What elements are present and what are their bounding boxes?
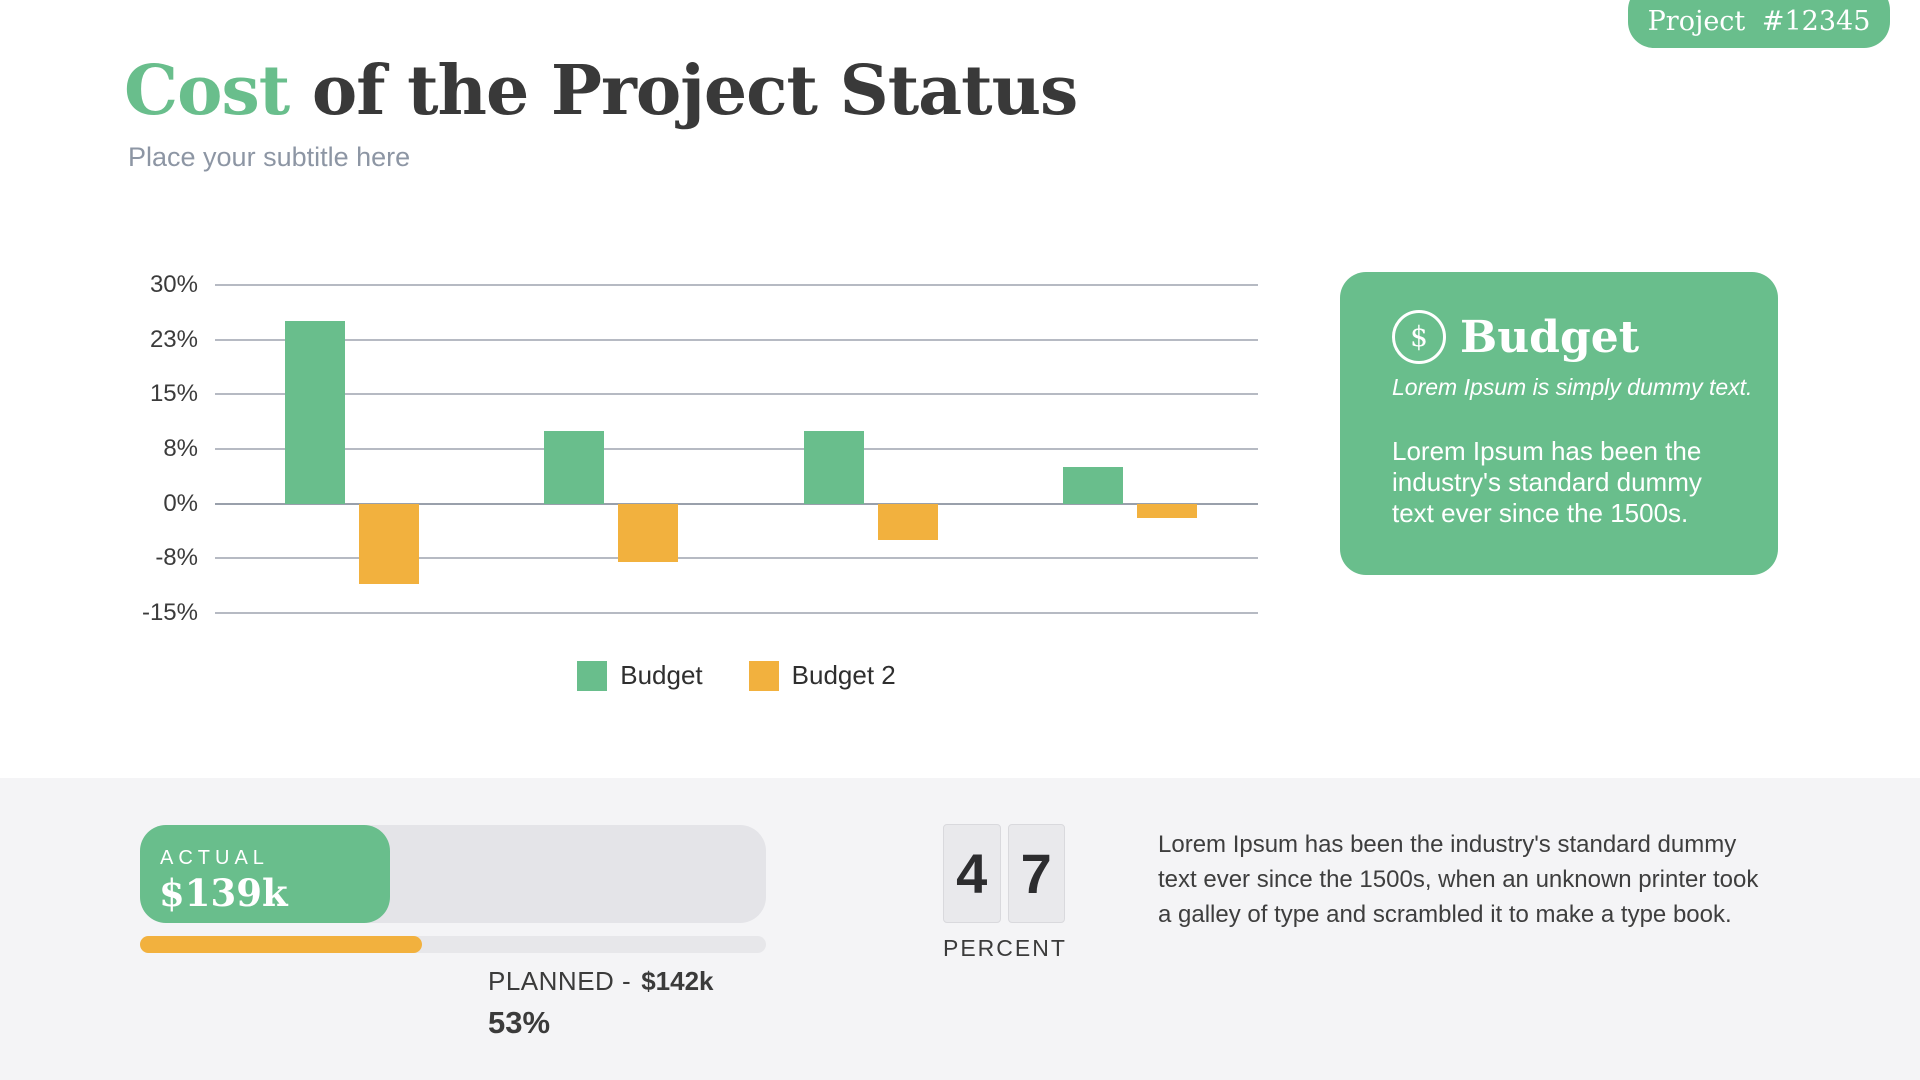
- y-tick-label: 8%: [163, 435, 198, 462]
- footer-paragraph-line: text ever since the 1500s, when an unkno…: [1158, 866, 1759, 893]
- y-tick-label: 23%: [149, 325, 198, 353]
- bar-budget-2-group1: [359, 503, 419, 584]
- footer-paragraph-line: a galley of type and scrambled it to mak…: [1158, 901, 1732, 928]
- project-badge: Project #12345: [1628, 0, 1890, 48]
- gridline: [215, 612, 1258, 614]
- actual-progress-track: ACTUAL $139k: [140, 825, 766, 923]
- planned-percent: 53%: [488, 1005, 551, 1040]
- gridline: [215, 502, 1258, 505]
- page-title: Cost of the Project Status: [124, 51, 1078, 131]
- planned-value: $142k: [641, 966, 714, 996]
- planned-label: PLANNED -: [488, 966, 632, 996]
- planned-block: PLANNED - $142k 53%: [488, 966, 714, 1041]
- planned-progress-fill: [140, 936, 422, 953]
- footer-paragraph-line: Lorem Ipsum has been the industry's stan…: [1158, 831, 1737, 858]
- budget-card: $ Budget Lorem Ipsum is simply dummy tex…: [1340, 272, 1778, 575]
- bar-budget-group1: [285, 321, 345, 504]
- bar-budget-2-group4: [1136, 503, 1197, 519]
- y-tick-label: 0%: [163, 489, 198, 517]
- budget-card-body-line: industry's standard dummy: [1392, 467, 1702, 497]
- y-tick-label: -15%: [141, 599, 198, 626]
- page-title-highlight: Cost: [124, 51, 290, 131]
- budget-card-body-line: text ever since the 1500s.: [1392, 498, 1689, 528]
- gridline: [215, 557, 1258, 560]
- y-tick-label: -8%: [155, 544, 198, 572]
- digit-tile: 7: [1007, 824, 1065, 923]
- legend-item-budget2: Budget 2: [748, 660, 896, 691]
- bar-budget-2-group3: [877, 503, 938, 541]
- actual-label: ACTUAL: [160, 847, 269, 869]
- footer-paragraph: Lorem Ipsum has been the industry's stan…: [1158, 827, 1758, 932]
- bar-budget-group4: [1062, 467, 1123, 504]
- actual-value: $139k: [159, 871, 288, 915]
- page-subtitle: Place your subtitle here: [128, 142, 411, 172]
- y-tick-label: 30%: [149, 271, 198, 298]
- digit-tile: 4: [943, 824, 1001, 923]
- gridline: [215, 448, 1258, 450]
- budget-card-title: Budget: [1460, 312, 1640, 363]
- legend-label-budget2: Budget 2: [791, 660, 896, 690]
- project-badge-label: Project #12345: [1647, 6, 1871, 37]
- y-tick-label: 15%: [149, 380, 198, 408]
- gridline: [215, 338, 1258, 341]
- budget-card-body: Lorem Ipsum has been the industry's stand…: [1392, 436, 1702, 529]
- gridline: [215, 393, 1258, 396]
- planned-progress-track: [140, 936, 766, 953]
- budget-card-body-line: Lorem Ipsum has been the: [1392, 436, 1702, 466]
- dollar-icon: $: [1392, 310, 1446, 364]
- gridline: [215, 284, 1258, 286]
- legend-label-budget: Budget: [620, 660, 703, 690]
- percent-counter-label: PERCENT: [943, 935, 1067, 961]
- legend-item-budget: Budget: [577, 660, 703, 691]
- page-title-rest: of the Project Status: [289, 51, 1078, 131]
- budget-card-subtitle: Lorem Ipsum is simply dummy text.: [1392, 374, 1753, 400]
- actual-progress-fill: ACTUAL $139k: [140, 825, 391, 923]
- bar-budget-group2: [544, 430, 605, 504]
- bar-budget-group3: [803, 430, 864, 504]
- legend-swatch-budget: [577, 660, 608, 691]
- bar-budget-2-group2: [618, 503, 679, 562]
- chart-legend: Budget Budget 2: [215, 660, 1258, 691]
- legend-swatch-budget2: [748, 660, 779, 691]
